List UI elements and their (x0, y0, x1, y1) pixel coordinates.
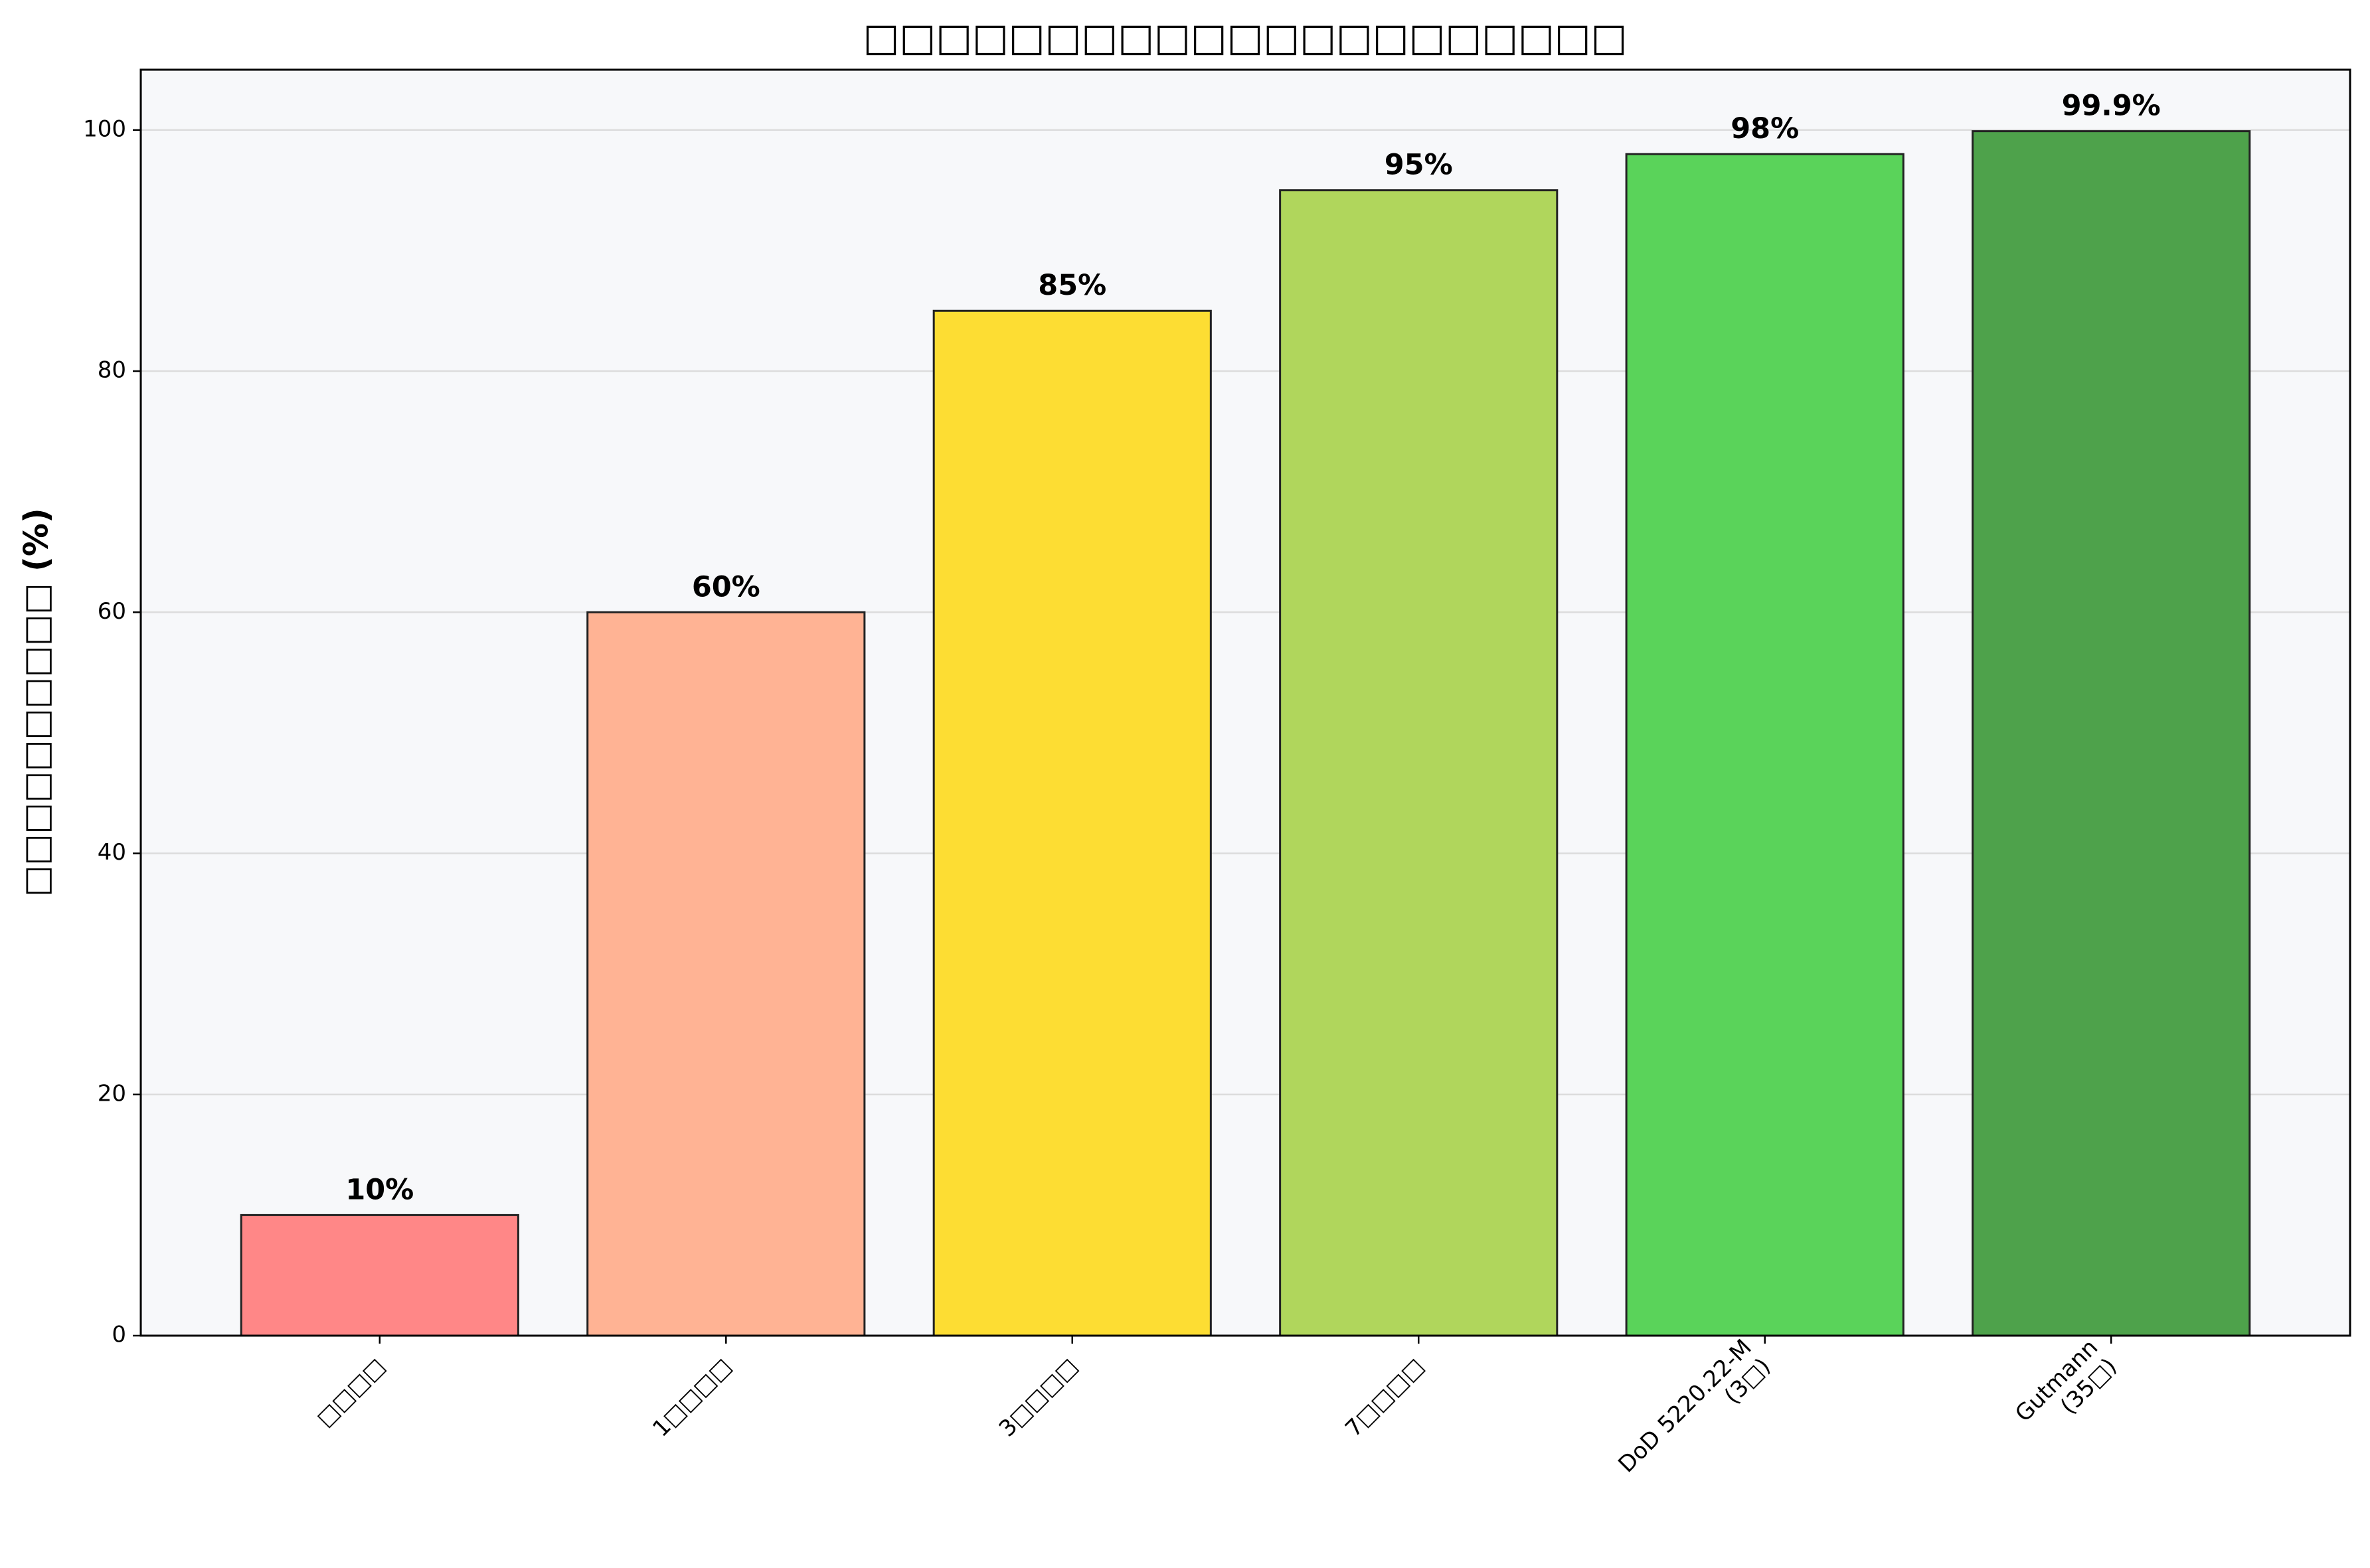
x-tick-label: 3□□□□ (994, 1353, 1083, 1442)
y-tick-label: 0 (112, 1322, 126, 1348)
chart-title: □□□□□□□□□□□□□□□□□□□□□ (863, 15, 1628, 60)
y-tick-label: 60 (98, 598, 126, 625)
bar (240, 1214, 519, 1337)
y-tick-label: 80 (98, 357, 126, 384)
bar (1625, 153, 1904, 1337)
y-tick-label: 100 (83, 116, 126, 142)
value-label: 10% (345, 1173, 414, 1206)
value-label: 95% (1385, 149, 1453, 182)
x-tick-label: Gutmann(35□) (2010, 1334, 2122, 1446)
value-label: 85% (1038, 269, 1106, 302)
bar (586, 611, 866, 1337)
plot-frame (139, 68, 2351, 1337)
value-label: 60% (692, 570, 760, 603)
bar (932, 309, 1212, 1337)
x-tick-label: DoD 5220.22-M(3□) (1613, 1334, 1776, 1497)
y-tick-label: 20 (98, 1080, 126, 1107)
y-axis-label: □□□□□□□□□□ (%) (17, 508, 56, 897)
value-label: 98% (1731, 112, 1799, 145)
x-tick-label: 7□□□□ (1340, 1353, 1429, 1442)
value-label: 99.9% (2062, 90, 2161, 123)
bar (1972, 130, 2251, 1337)
x-tick-label: 1□□□□ (647, 1353, 736, 1442)
y-tick-label: 40 (98, 839, 126, 866)
bar (1279, 189, 1559, 1337)
x-tick-label: □□□□ (311, 1353, 390, 1432)
